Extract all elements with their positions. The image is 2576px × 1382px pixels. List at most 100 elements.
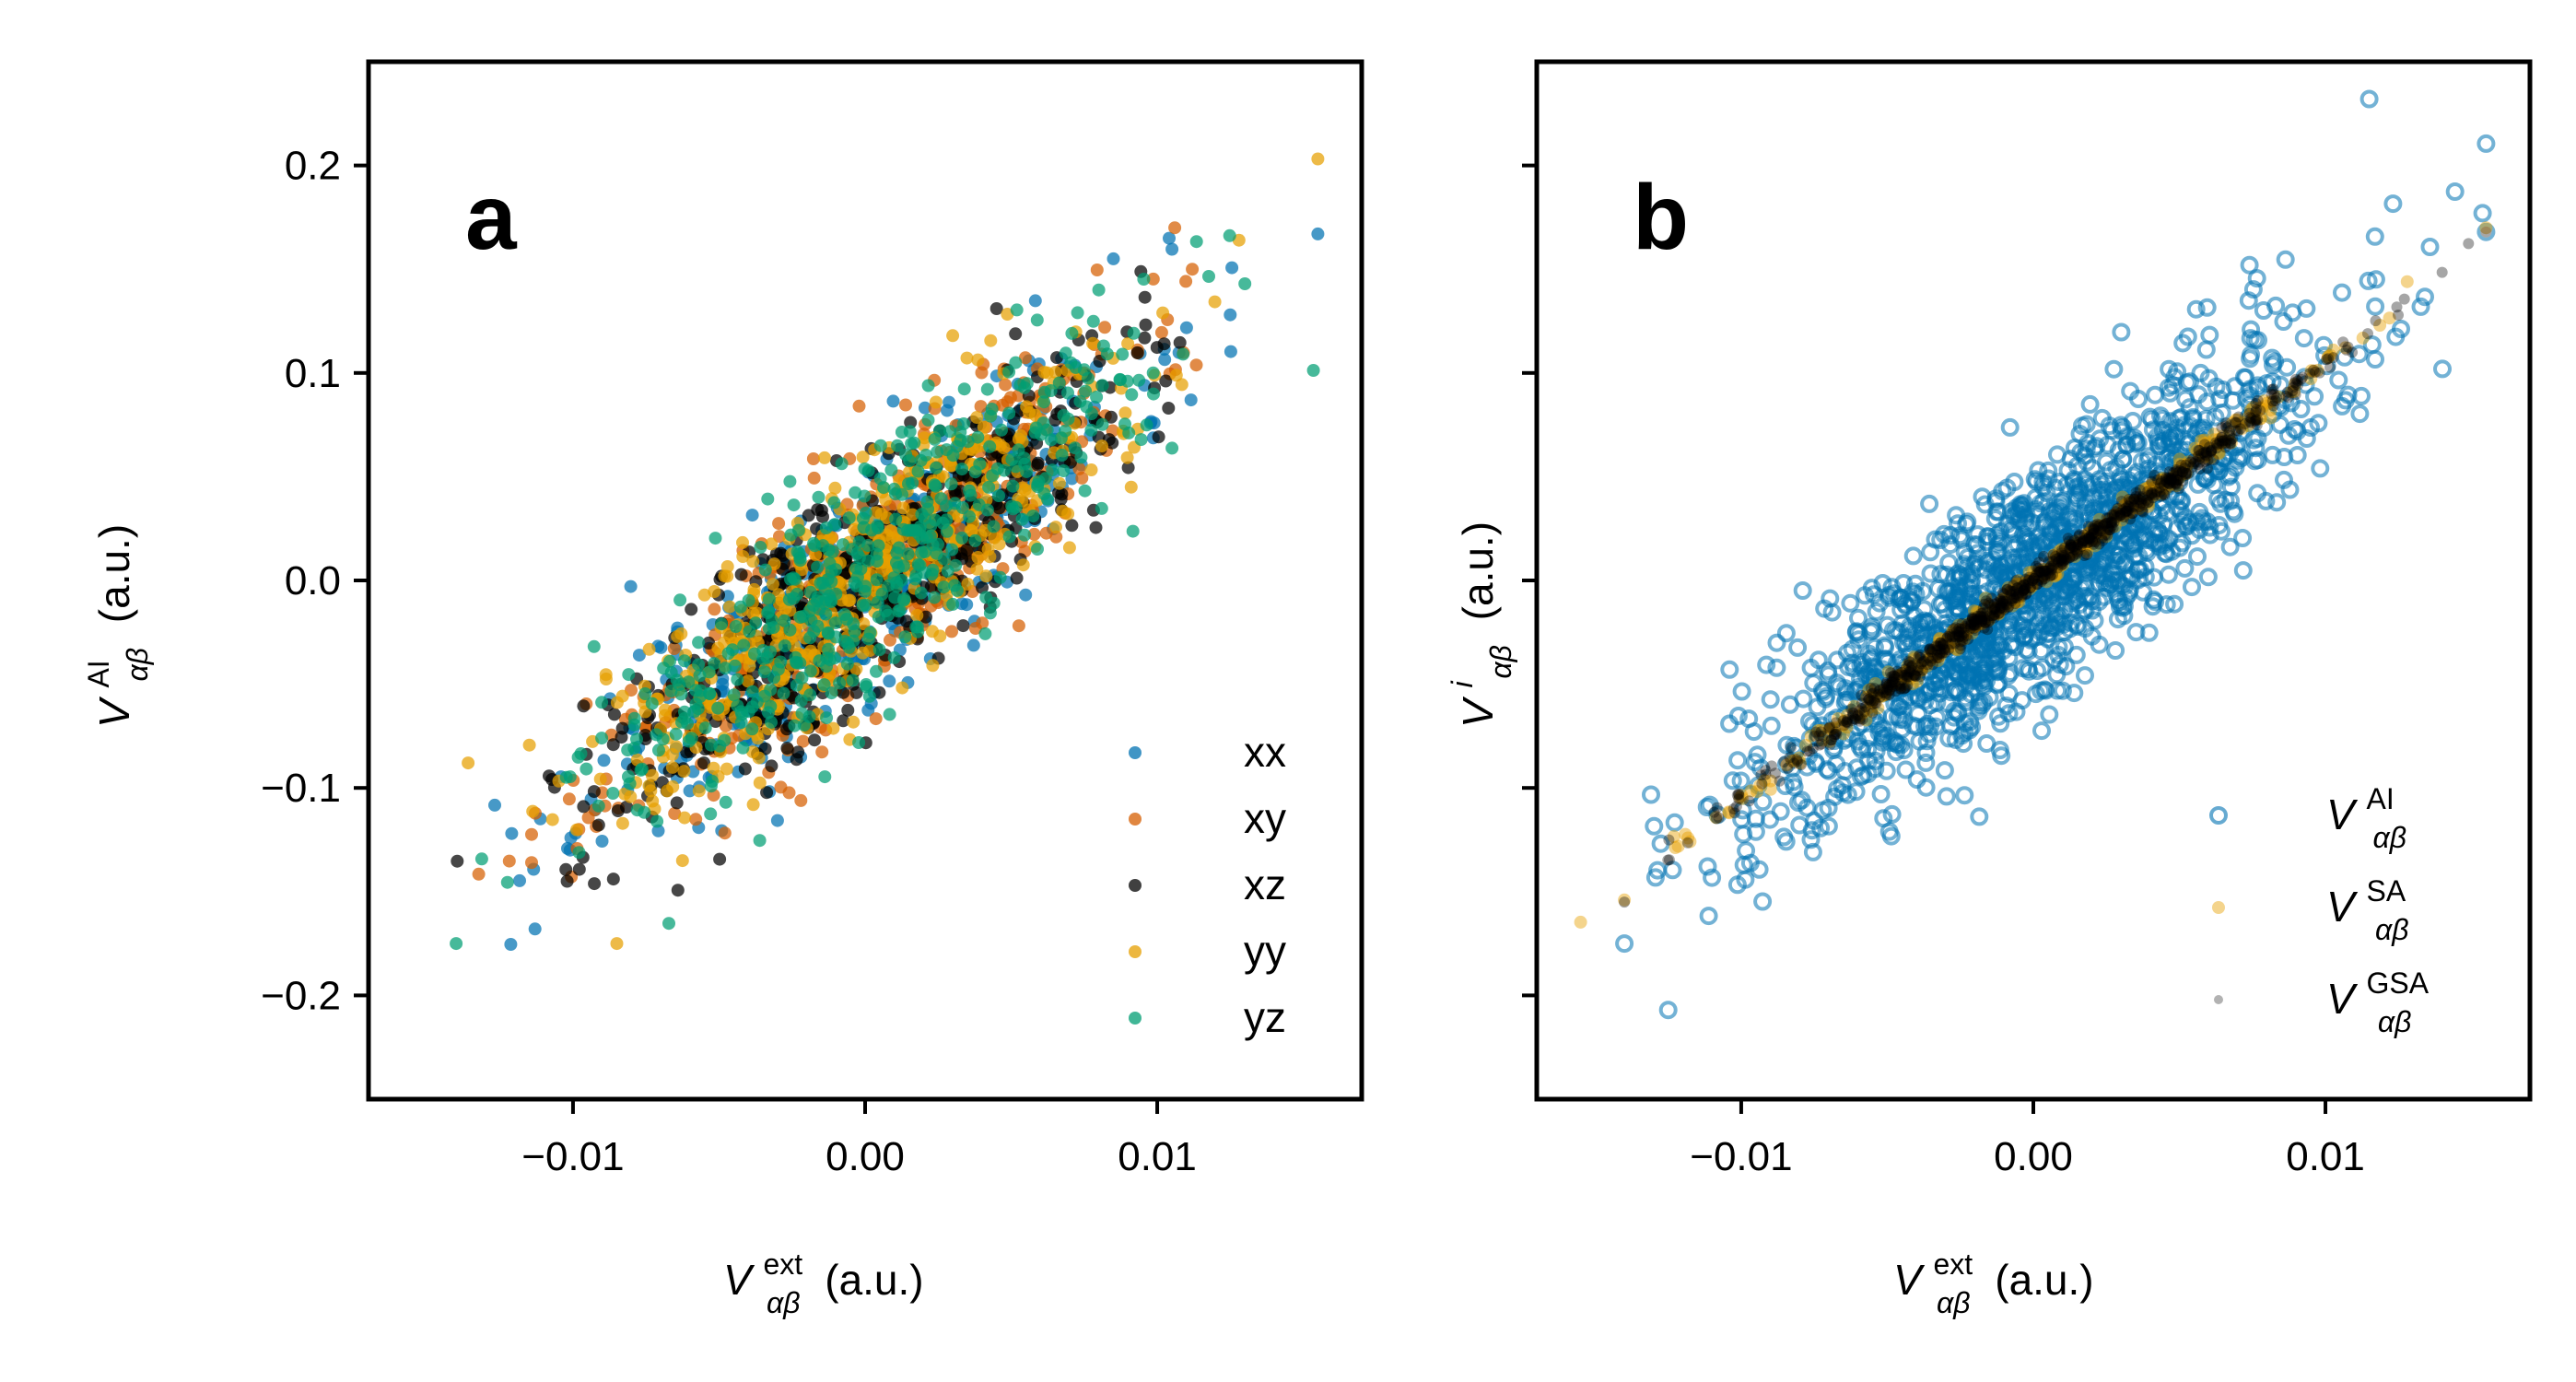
data-point [796, 734, 810, 748]
data-point [978, 627, 992, 640]
legend-marker-yz [1129, 1012, 1142, 1025]
data-point [812, 490, 825, 504]
data-point [1871, 785, 1891, 803]
data-point [2267, 493, 2287, 512]
y-tick-label: 0.2 [285, 144, 341, 189]
data-point [1762, 716, 1781, 735]
data-point [1059, 346, 1072, 360]
data-point [1139, 318, 1153, 332]
data-point [914, 453, 928, 467]
data-point [665, 760, 679, 774]
legend-label-xx: xx [1244, 728, 1286, 776]
data-point [914, 586, 928, 600]
data-point [1802, 821, 1821, 840]
data-point [872, 643, 886, 657]
data-point [901, 547, 915, 561]
data-point [784, 528, 798, 542]
data-point [821, 626, 835, 639]
data-point [863, 626, 877, 639]
data-point [1140, 418, 1153, 432]
data-point [970, 562, 984, 576]
data-point [570, 823, 583, 837]
data-point [984, 409, 998, 423]
data-point [790, 678, 803, 692]
data-point [595, 732, 609, 745]
data-point [1163, 231, 1176, 245]
data-point [1731, 771, 1751, 791]
data-point [2097, 452, 2115, 472]
panel-b: −0.01 0.00 0.01 b V ext αβ (a.u.) V i αβ (… [1446, 59, 2533, 1319]
data-point [1116, 347, 1130, 361]
data-point [2276, 250, 2295, 269]
data-point [1020, 464, 1034, 478]
data-point [998, 463, 1011, 477]
data-point [1739, 709, 1759, 729]
data-point [811, 619, 825, 633]
data-point [1027, 527, 1041, 541]
data-point [693, 669, 707, 683]
data-point [1138, 290, 1152, 304]
data-point [911, 557, 925, 571]
data-point [983, 550, 997, 564]
data-point [2280, 390, 2292, 402]
data-point [968, 465, 982, 479]
data-point [895, 426, 908, 439]
data-point [921, 413, 935, 427]
data-point [946, 597, 960, 611]
data-point [667, 642, 681, 655]
data-point [2240, 255, 2259, 275]
data-point [837, 608, 851, 621]
data-point [1753, 892, 1773, 911]
data-point [1830, 717, 1842, 729]
data-point [2099, 529, 2111, 541]
data-point [2183, 526, 2202, 545]
data-point [787, 498, 801, 512]
data-point [941, 564, 954, 578]
data-point [1158, 353, 1172, 367]
data-point [1841, 716, 1853, 728]
data-point [746, 798, 760, 812]
data-point [979, 569, 993, 583]
data-point [738, 762, 752, 776]
data-point [2311, 459, 2330, 478]
data-point [1202, 270, 1215, 283]
data-point [777, 686, 790, 700]
data-point [911, 464, 925, 478]
data-point [1031, 458, 1045, 472]
data-point [1916, 753, 1936, 772]
data-point [1146, 366, 1160, 380]
data-point [1658, 1001, 1678, 1020]
data-point [1760, 768, 1772, 780]
data-point [1728, 751, 1748, 770]
legend-label-yz: yz [1244, 993, 1286, 1041]
data-point [2040, 705, 2059, 724]
data-point [703, 686, 717, 700]
data-point [846, 673, 860, 687]
data-point [1127, 326, 1141, 340]
data-point [1125, 388, 1139, 402]
data-point [822, 544, 836, 556]
data-point [683, 784, 697, 798]
data-point [870, 664, 883, 678]
data-point [1723, 771, 1742, 791]
data-point [971, 551, 985, 564]
data-point [940, 499, 953, 513]
data-point [1147, 387, 1160, 401]
data-point [850, 546, 864, 560]
data-point [504, 938, 518, 951]
data-point [1078, 484, 1092, 498]
data-point [992, 537, 1006, 551]
data-point [670, 796, 684, 810]
data-point [2160, 359, 2179, 379]
data-point [1018, 351, 1032, 365]
data-point [926, 659, 940, 673]
data-point [2350, 404, 2370, 424]
data-point [681, 717, 695, 731]
data-point [1061, 386, 1074, 400]
data-point [746, 555, 760, 568]
data-point [890, 580, 904, 593]
data-point [658, 709, 672, 722]
data-point [692, 658, 706, 672]
data-point [1026, 509, 1040, 523]
panel-a-xticks: −0.01 0.00 0.01 [521, 1099, 1197, 1179]
